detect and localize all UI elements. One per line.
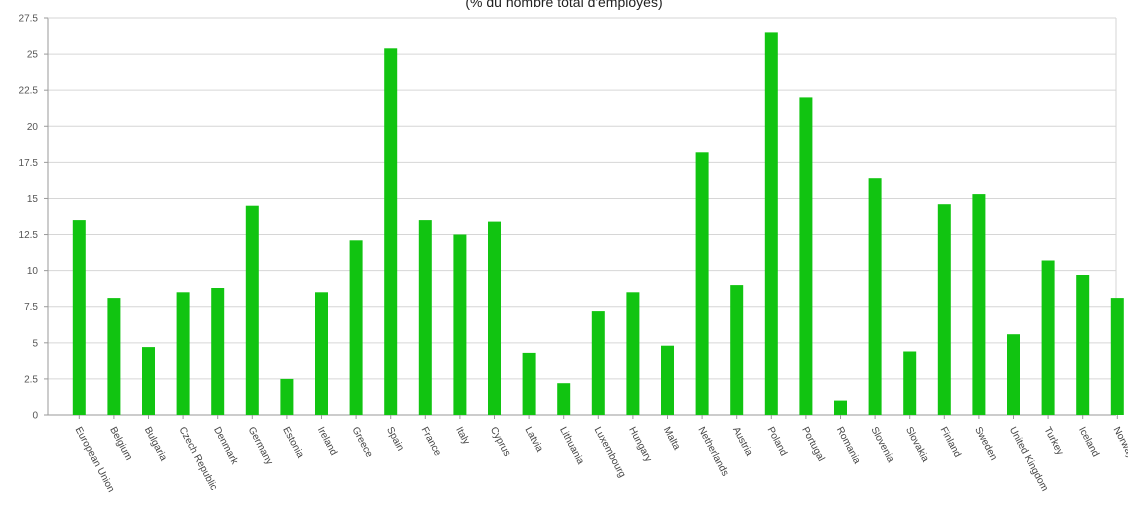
x-tick-label: Spain <box>384 425 406 453</box>
bar <box>799 97 813 416</box>
x-tick-label: Iceland <box>1076 425 1101 459</box>
bar <box>661 345 674 415</box>
x-tick-label: Portugal <box>799 425 826 463</box>
bar <box>349 240 363 415</box>
bar <box>418 220 432 415</box>
bar <box>626 292 640 415</box>
y-tick-label: 7.5 <box>24 302 38 313</box>
x-tick-label: United Kingdom <box>1007 425 1050 493</box>
bar <box>937 204 951 415</box>
bar <box>488 221 501 415</box>
bar <box>522 352 536 415</box>
x-tick-label: Slovakia <box>903 425 931 464</box>
y-tick-labels: 0 2.5 5 7.5 10 12.5 15 17.5 20 22.5 25 27.5 <box>19 14 39 422</box>
bar <box>72 220 86 415</box>
x-tick-label: Belgium <box>107 425 134 462</box>
x-tick-label: Germany <box>246 425 275 466</box>
y-tick-label: 22.5 <box>19 86 39 97</box>
bar <box>868 178 882 415</box>
x-tick-label: Sweden <box>972 425 999 462</box>
y-tick-label: 12.5 <box>19 230 39 241</box>
x-tick-label: European Union <box>73 425 117 494</box>
bar <box>1041 260 1055 415</box>
x-tick-label: Denmark <box>211 425 240 467</box>
x-tick-label: France <box>419 425 444 458</box>
bar <box>1007 334 1020 415</box>
x-tick-label: Turkey <box>1041 425 1065 457</box>
x-tick-label: Czech Republic <box>176 425 219 492</box>
x-tick-label: Poland <box>765 425 789 458</box>
bar <box>176 292 190 415</box>
axes <box>44 17 1118 419</box>
y-tick-label: 0 <box>32 411 38 422</box>
y-tick-label: 2.5 <box>24 374 38 385</box>
gridlines <box>48 17 1116 380</box>
y-tick-label: 15 <box>27 194 39 205</box>
bar <box>557 383 571 415</box>
x-tick-label: Hungary <box>626 425 653 464</box>
chart-title: (% du nombre total d'employés) <box>465 0 663 10</box>
x-tick-label: Lithuania <box>557 425 586 466</box>
bar <box>695 152 709 416</box>
bar <box>280 378 294 415</box>
bar <box>211 288 225 415</box>
x-tick-label: Norway <box>1111 425 1128 460</box>
bar <box>834 400 847 415</box>
bar <box>1076 275 1090 415</box>
y-tick-label: 17.5 <box>19 158 39 169</box>
x-tick-label: Latvia <box>522 425 544 454</box>
bar <box>315 292 328 415</box>
x-tick-label: Slovenia <box>868 425 896 464</box>
bar <box>730 285 744 415</box>
y-tick-label: 27.5 <box>19 14 39 25</box>
x-tick-label: Ireland <box>315 425 339 457</box>
y-tick-label: 5 <box>32 338 38 349</box>
x-tick-label: Bulgaria <box>142 425 169 463</box>
x-tick-label: Cyprus <box>488 425 513 458</box>
bar <box>453 234 467 415</box>
bar <box>1110 298 1124 415</box>
x-tick-label: Netherlands <box>695 425 730 478</box>
bar <box>107 298 121 415</box>
bars <box>72 32 1124 416</box>
bar <box>591 311 605 415</box>
x-tick-label: Estonia <box>280 425 306 460</box>
bar <box>972 194 986 415</box>
x-tick-label: Luxembourg <box>592 425 628 479</box>
x-tick-label: Romania <box>834 425 863 466</box>
x-tick-label: Malta <box>661 425 682 452</box>
bar <box>142 347 155 415</box>
x-tick-label: Austria <box>730 425 755 458</box>
bar <box>903 351 917 415</box>
x-tick-label: Finland <box>938 425 963 459</box>
bar <box>384 48 398 416</box>
y-tick-label: 20 <box>27 122 39 133</box>
y-tick-label: 10 <box>27 266 39 277</box>
bar <box>245 205 259 415</box>
x-tick-label: Greece <box>349 425 374 460</box>
x-tick-label: Italy <box>453 425 471 446</box>
bar <box>764 32 778 416</box>
y-tick-label: 25 <box>27 50 39 61</box>
